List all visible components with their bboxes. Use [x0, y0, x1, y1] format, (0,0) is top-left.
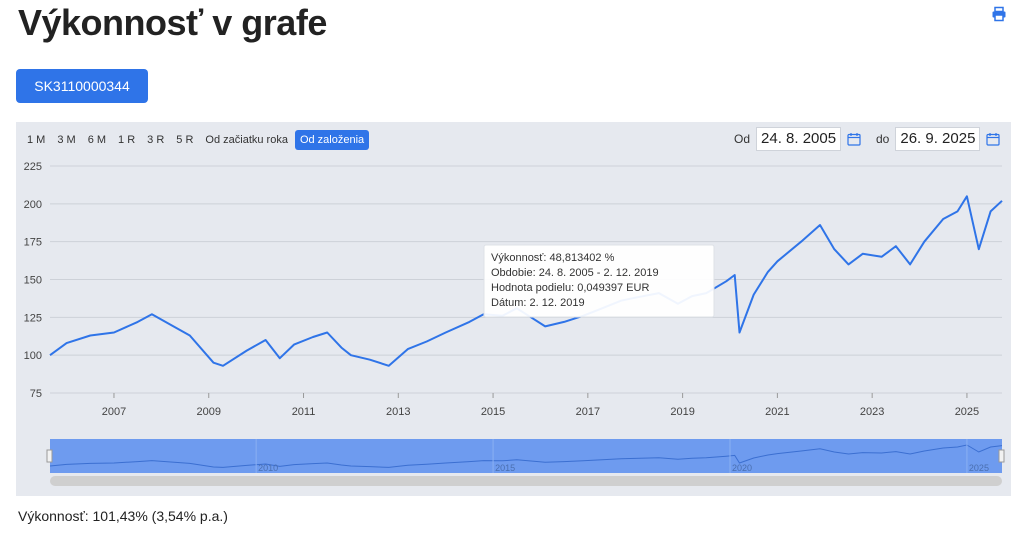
- performance-line: [49, 195, 1003, 367]
- page-title: Výkonnosť v grafe: [18, 2, 327, 43]
- y-tick-label: 75: [30, 388, 42, 400]
- navigator-label: 2010: [258, 463, 278, 473]
- date-from-group: Od 24. 8. 2005: [734, 127, 861, 151]
- y-tick-label: 125: [24, 312, 42, 324]
- range-3r-button[interactable]: 3 R: [147, 134, 165, 146]
- date-to-group: do 26. 9. 2025: [876, 127, 1001, 151]
- x-tick-label: 2007: [102, 406, 126, 418]
- date-from-label: Od: [734, 132, 751, 146]
- date-from-input[interactable]: 24. 8. 2005: [756, 127, 842, 151]
- date-to-label: do: [876, 132, 890, 146]
- isin-button[interactable]: SK3110000344: [16, 69, 148, 103]
- navigator-handle-left[interactable]: [46, 449, 53, 463]
- range-1r-button[interactable]: 1 R: [118, 134, 136, 146]
- navigator-label: 2025: [969, 463, 989, 473]
- x-tick-label: 2009: [197, 406, 221, 418]
- navigator-range[interactable]: [50, 439, 1002, 473]
- y-tick-label: 225: [24, 161, 42, 173]
- x-tick-label: 2017: [576, 406, 600, 418]
- tooltip-period: Obdobie: 24. 8. 2005 - 2. 12. 2019: [491, 267, 659, 279]
- range-selector: 1 M 3 M 6 M 1 R 3 R 5 R Od začiatku roka…: [22, 130, 370, 150]
- range-since-inception-button[interactable]: Od založenia: [294, 130, 370, 150]
- performance-summary: Výkonnosť: 101,43% (3,54% p.a.): [18, 508, 228, 524]
- tooltip-unit-value: Hodnota podielu: 0,049397 EUR: [491, 282, 649, 294]
- y-tick-label: 200: [24, 199, 42, 211]
- calendar-icon[interactable]: [986, 132, 1001, 146]
- range-ytd-button[interactable]: Od začiatku roka: [205, 134, 288, 146]
- navigator-label: 2015: [495, 463, 515, 473]
- range-1m-button[interactable]: 1 M: [27, 134, 46, 146]
- calendar-icon[interactable]: [847, 132, 861, 146]
- performance-chart[interactable]: 75 100 125 150 175 200 225 2007 2009 2011 2013 201…: [16, 122, 1011, 496]
- x-tick-label: 2021: [765, 406, 789, 418]
- tooltip-performance: Výkonnosť: 48,813402 %: [491, 252, 615, 264]
- navigator[interactable]: 2010 2015 2020 2025: [46, 439, 1005, 486]
- print-icon[interactable]: [991, 6, 1007, 22]
- navigator-line: [49, 444, 1003, 468]
- y-tick-label: 100: [24, 350, 42, 362]
- x-tick-label: 2019: [670, 406, 694, 418]
- x-tick-label: 2023: [860, 406, 884, 418]
- navigator-handle-right[interactable]: [998, 449, 1005, 463]
- x-tick-label: 2025: [955, 406, 979, 418]
- range-5r-button[interactable]: 5 R: [176, 134, 194, 146]
- navigator-scrollbar[interactable]: [50, 476, 1002, 486]
- chart-panel: 1 M 3 M 6 M 1 R 3 R 5 R Od začiatku roka…: [16, 122, 1011, 496]
- range-6m-button[interactable]: 6 M: [87, 134, 107, 146]
- x-tick-label: 2013: [386, 406, 410, 418]
- navigator-label: 2020: [732, 463, 752, 473]
- x-tick-label: 2015: [481, 406, 505, 418]
- tooltip-date: Dátum: 2. 12. 2019: [491, 297, 585, 309]
- range-3m-button[interactable]: 3 M: [57, 134, 76, 146]
- y-tick-label: 175: [24, 237, 42, 249]
- y-tick-label: 150: [24, 275, 42, 287]
- date-to-input[interactable]: 26. 9. 2025: [895, 127, 981, 151]
- x-tick-label: 2011: [292, 406, 316, 418]
- tooltip-box: [483, 244, 715, 318]
